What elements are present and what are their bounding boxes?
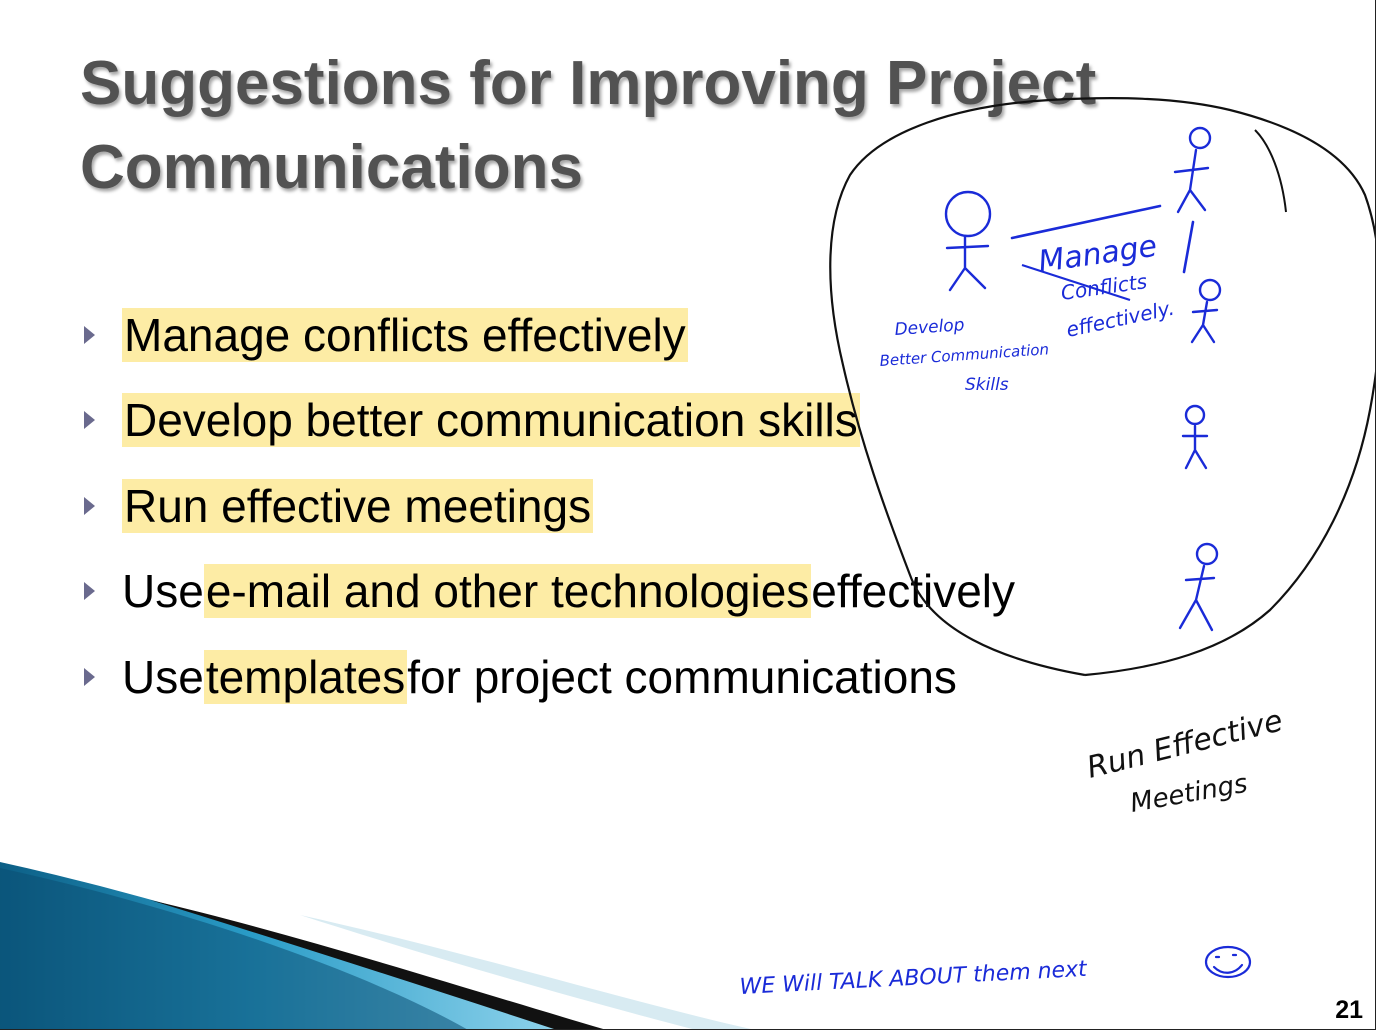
bullet-highlight: Develop better communication skills xyxy=(122,393,860,448)
bullet-post: effectively xyxy=(811,565,1015,618)
bullet-list: Manage conflicts effectively Develop bet… xyxy=(84,292,1015,720)
list-item: Use e-mail and other technologies effect… xyxy=(84,549,1015,635)
list-item: Develop better communication skills xyxy=(84,378,1015,464)
bullet-post: for project communications xyxy=(407,650,957,703)
list-item: Use templates for project communications xyxy=(84,634,1015,720)
triangle-bullet-icon xyxy=(84,325,95,344)
triangle-bullet-icon xyxy=(84,667,95,686)
triangle-bullet-icon xyxy=(84,582,95,601)
bullet-pre: Use xyxy=(122,650,204,703)
bullet-highlight: e-mail and other technologies xyxy=(203,564,812,619)
title-line-2: Communications xyxy=(80,133,583,202)
bullet-pre: Use xyxy=(122,565,204,618)
list-item: Manage conflicts effectively xyxy=(84,292,1015,378)
bullet-highlight: Run effective meetings xyxy=(122,478,594,533)
list-item: Run effective meetings xyxy=(84,463,1015,549)
triangle-bullet-icon xyxy=(84,411,95,430)
bullet-highlight: templates xyxy=(203,649,408,704)
title-line-1: Suggestions for Improving Project xyxy=(80,49,1097,118)
page-number: 21 xyxy=(1335,996,1363,1024)
triangle-bullet-icon xyxy=(84,496,95,515)
bullet-highlight: Manage conflicts effectively xyxy=(122,307,688,362)
slide-title: Suggestions for Improving Project Commun… xyxy=(80,42,1096,210)
